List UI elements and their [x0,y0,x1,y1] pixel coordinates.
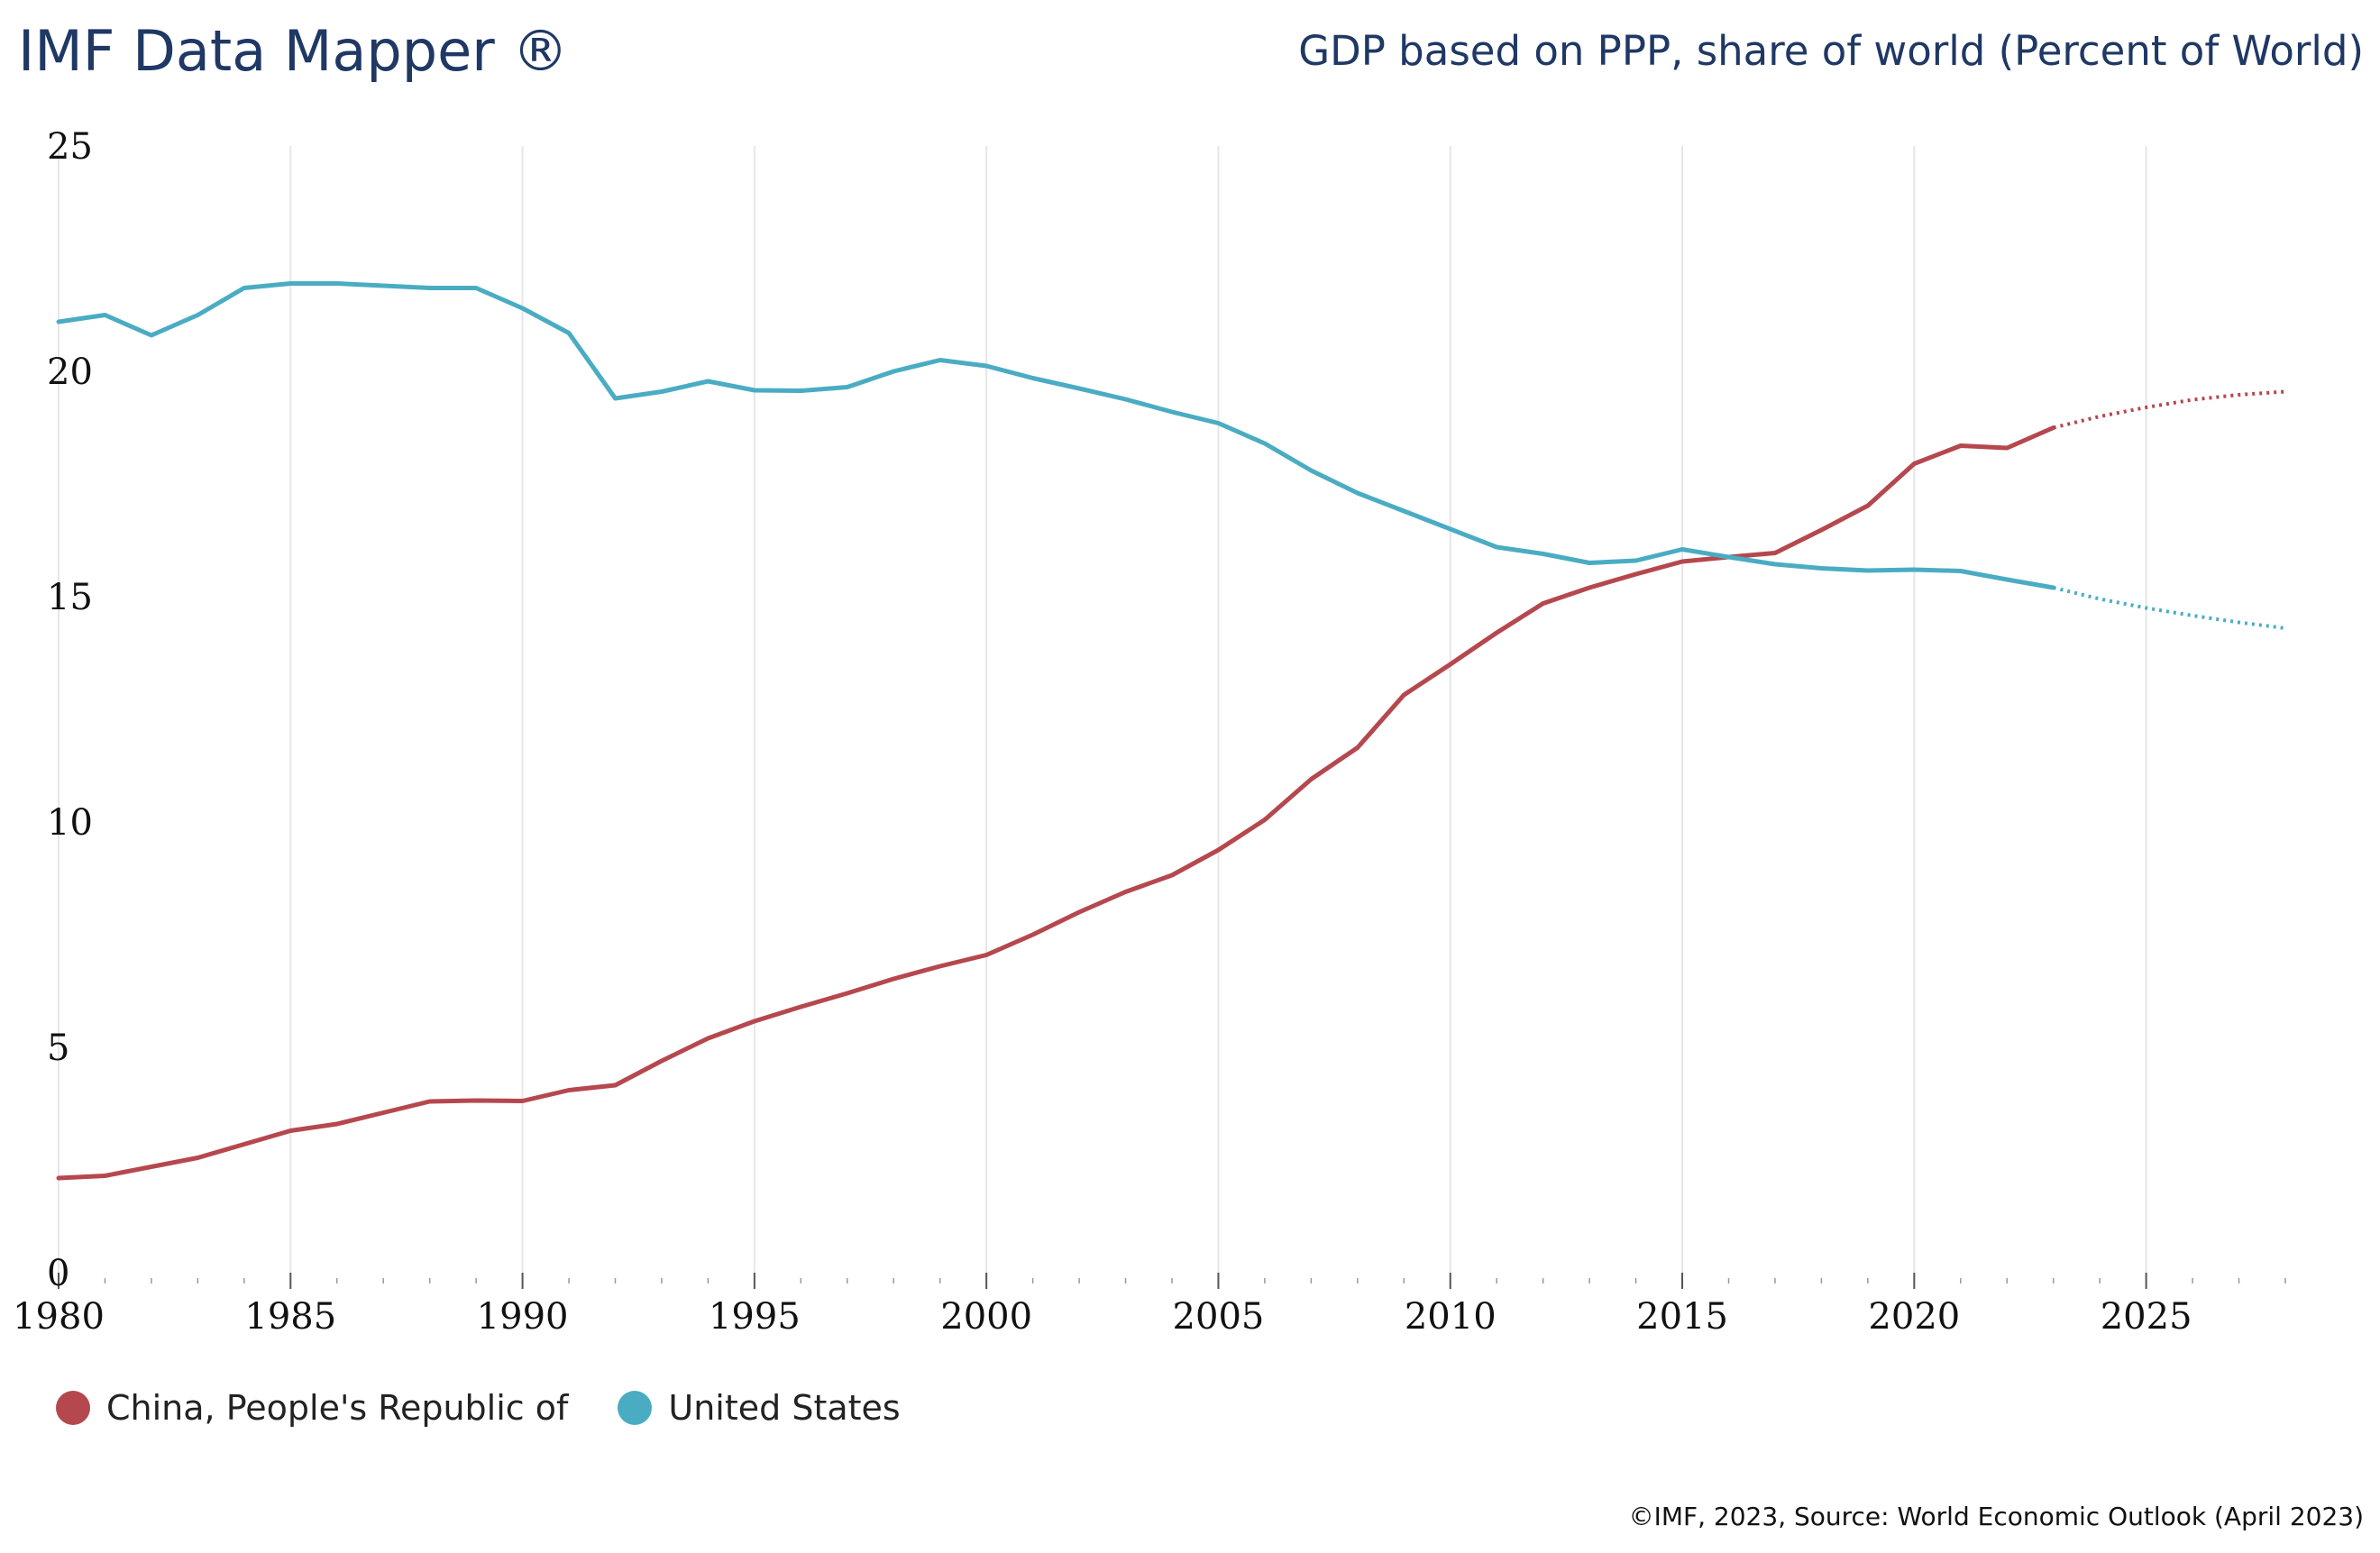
x-tick-label-2000: 2000 [940,1296,1032,1338]
legend-swatch-united-states [618,1391,653,1425]
x-tick-label-1995: 1995 [709,1296,801,1338]
legend-item-china[interactable]: China, People's Republic of [56,1388,568,1428]
series-line-united-states[interactable] [56,281,2056,590]
legend-item-united-states[interactable]: United States [618,1388,901,1428]
legend: China, People's Republic of United State… [56,1388,950,1428]
y-tick-label-10: 10 [47,802,93,844]
legend-label-china: China, People's Republic of [106,1388,569,1428]
y-tick-label-20: 20 [47,352,93,393]
legend-label-united-states: United States [668,1388,901,1428]
x-tick-label-2020: 2020 [1868,1296,1960,1338]
series-line-china-people-s-republic-of[interactable] [56,425,2056,1181]
x-tick-label-1980: 1980 [13,1296,105,1338]
series-projection-china-people-s-republic-of[interactable] [2053,389,2286,430]
y-tick-label-15: 15 [47,577,93,618]
x-tick-label-2005: 2005 [1173,1296,1265,1338]
y-tick-label-0: 0 [47,1253,69,1294]
x-tick-label-2010: 2010 [1405,1296,1497,1338]
series-layer [56,281,2286,1181]
x-tick-label-2015: 2015 [1636,1296,1728,1338]
axis-layer: 1980 1985 1990 1995 2000 2005 2010 2015 2020 2025… [13,126,2286,1338]
x-tick-label-2025: 2025 [2101,1296,2192,1338]
brand-title: IMF Data Mapper ® [18,18,569,84]
source-credits: ©IMF, 2023, Source: World Economic Outlo… [1628,1502,2364,1531]
series-projection-united-states[interactable] [2053,586,2286,630]
x-tick-label-1985: 1985 [244,1296,336,1338]
chart-title: GDP based on PPP, share of world (Percen… [1298,27,2364,75]
y-tick-label-5: 5 [47,1028,69,1069]
y-tick-label-25: 25 [47,126,93,168]
x-tick-label-1990: 1990 [477,1296,569,1338]
legend-swatch-china [56,1391,90,1425]
grid-layer [58,146,2147,1273]
